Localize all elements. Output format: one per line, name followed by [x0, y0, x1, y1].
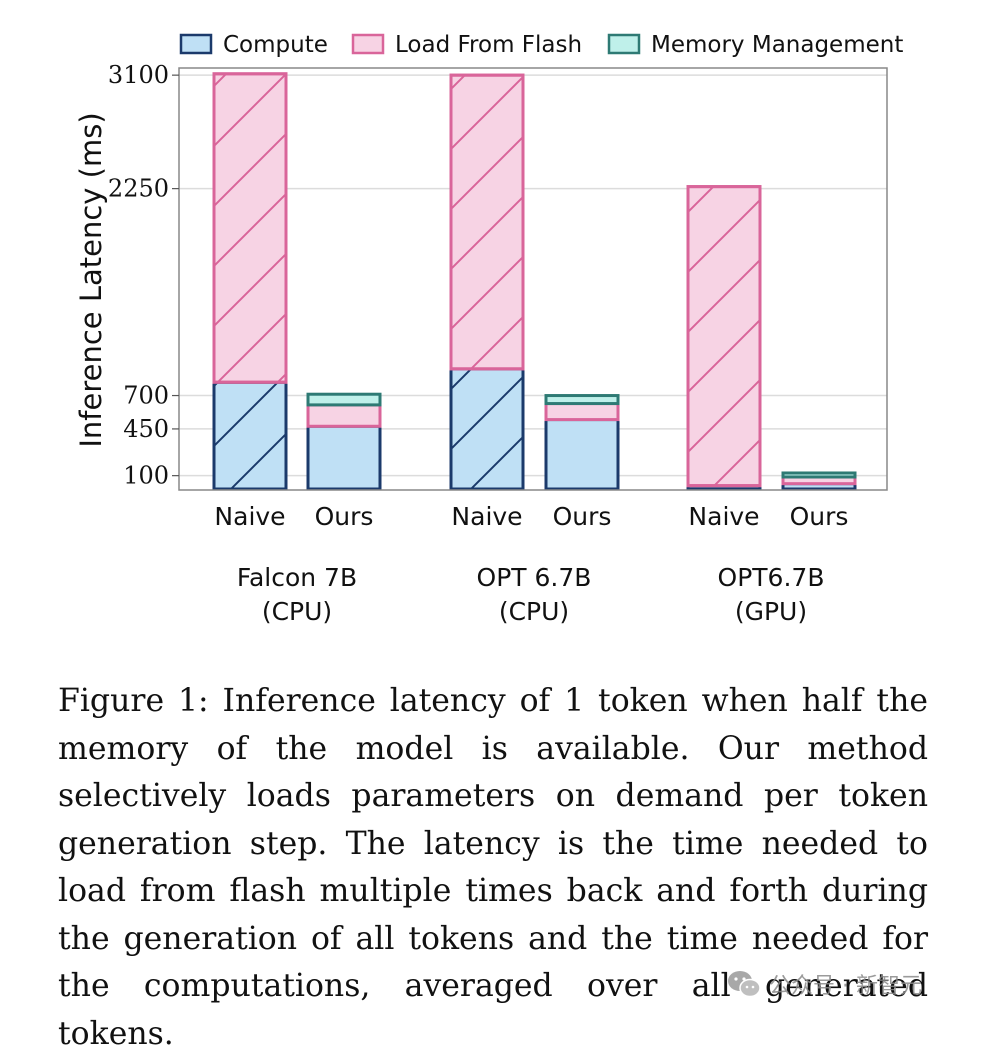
legend-swatch	[179, 33, 213, 55]
bar-segment-compute	[544, 418, 620, 491]
bar-stack	[544, 394, 620, 491]
plot-frame	[178, 67, 888, 491]
legend-item: Compute	[179, 32, 328, 58]
bar-stack	[449, 73, 525, 491]
watermark-text: 公众号 · 新智元	[769, 974, 922, 999]
bar-outline	[212, 72, 288, 384]
x-category-label: Ours	[553, 502, 612, 531]
x-category-label: Naive	[688, 502, 759, 531]
x-category-label: Ours	[790, 502, 849, 531]
y-tick-label: 2250	[108, 175, 169, 203]
bar-segment-memory-management	[781, 471, 857, 479]
bar-outline	[686, 185, 762, 488]
bar-hatch	[451, 368, 523, 489]
group-label-line1: OPT6.7B	[718, 563, 825, 592]
y-axis-ticks: 100 450 700 2250 3100	[108, 61, 179, 490]
group-label-line1: OPT 6.7B	[477, 563, 592, 592]
group-label-line2: (CPU)	[499, 597, 569, 626]
group-label-line2: (GPU)	[735, 597, 807, 626]
group-labels: Falcon 7B (CPU) OPT 6.7B (CPU) OPT6.7B (GPU)	[237, 563, 825, 626]
group-label-line2: (CPU)	[262, 597, 332, 626]
x-category-label: Ours	[315, 502, 374, 531]
legend-label: Load From Flash	[395, 32, 582, 58]
x-axis-categories: Naive Ours Naive Ours Naive Ours	[214, 502, 848, 531]
legend-swatch	[351, 33, 385, 55]
bar-hatch	[214, 73, 286, 383]
legend-item: Load From Flash	[351, 32, 582, 58]
legend-label: Memory Management	[651, 32, 903, 58]
x-category-label: Naive	[451, 502, 522, 531]
bar-hatch	[688, 186, 760, 486]
bar-stack	[212, 72, 288, 491]
bar-segment-load-from-flash	[306, 403, 382, 428]
bar-hatch	[214, 382, 286, 489]
wechat-logo-icon	[728, 971, 761, 998]
bar-outline	[449, 73, 525, 371]
bar-segment-compute	[306, 424, 382, 491]
bar-hatch	[451, 75, 523, 369]
bar-segment-load-from-flash	[544, 402, 620, 422]
watermark: 公众号 · 新智元	[727, 966, 922, 1002]
bars	[212, 72, 857, 491]
x-category-label: Naive	[214, 502, 285, 531]
gridlines	[179, 74, 887, 477]
bar-stack	[781, 471, 857, 491]
group-label-line1: Falcon 7B	[237, 563, 357, 592]
bar-segment-memory-management	[306, 392, 382, 407]
legend-item: Memory Management	[607, 32, 903, 58]
chart-legend: Compute Load From Flash Memory Management	[179, 32, 903, 58]
y-tick-label: 3100	[108, 61, 169, 89]
legend-swatch	[607, 33, 641, 55]
figure-caption: Figure 1: Inference latency of 1 token w…	[58, 683, 928, 1052]
y-axis-label: Inference Latency (ms)	[74, 112, 108, 447]
y-tick-label: 700	[123, 382, 169, 410]
bar-stack	[686, 185, 762, 491]
y-tick-label: 100	[123, 462, 169, 490]
bar-segment-memory-management	[544, 394, 620, 406]
legend-label: Compute	[223, 32, 328, 58]
y-tick-label: 450	[123, 415, 169, 443]
bar-stack	[306, 392, 382, 491]
bar-chart: Compute Load From Flash Memory Management …	[74, 32, 903, 626]
